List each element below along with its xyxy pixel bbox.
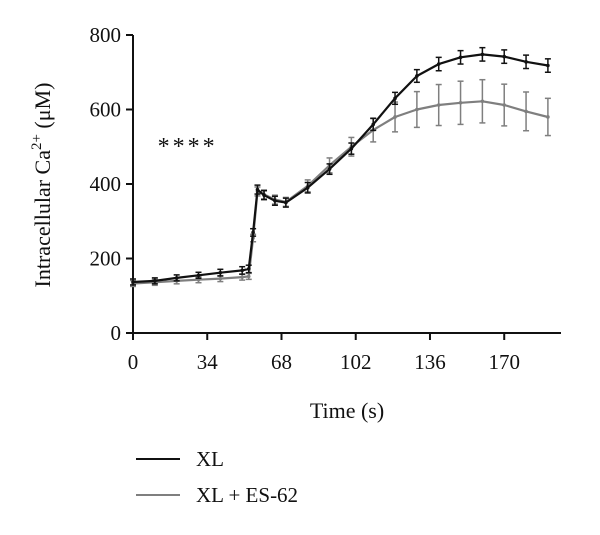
x-tick-label: 34: [197, 350, 219, 374]
series-line-xl-es62: [132, 100, 549, 285]
legend: XL XL + ES-62: [136, 447, 298, 507]
legend-label-xl: XL: [196, 447, 224, 471]
x-tick-label: 102: [340, 350, 372, 374]
significance-annotation: ****: [158, 134, 218, 160]
series-line-xl: [132, 53, 549, 284]
x-ticks: 0 34 68 102 136 170: [128, 333, 520, 374]
x-tick-label: 170: [488, 350, 520, 374]
x-tick-label: 136: [414, 350, 446, 374]
x-tick-label: 0: [128, 350, 139, 374]
y-tick-label: 800: [90, 23, 122, 47]
series-xl: [130, 46, 551, 286]
y-axis-title-unit: (μM): [30, 83, 55, 135]
y-ticks: 0 200 400 600 800: [90, 23, 133, 345]
y-axis-title: Intracellular Ca2+ (μM): [29, 83, 55, 288]
y-tick-label: 0: [111, 321, 122, 345]
x-axis-title: Time (s): [310, 398, 384, 423]
y-tick-label: 600: [90, 98, 122, 122]
series-layer: [130, 46, 551, 288]
legend-label-xl-es62: XL + ES-62: [196, 483, 298, 507]
x-tick-label: 68: [271, 350, 292, 374]
y-tick-label: 400: [90, 172, 122, 196]
series-xl-es62: [130, 78, 551, 288]
y-tick-label: 200: [90, 247, 122, 271]
y-axis-title-superscript: 2+: [29, 134, 45, 150]
y-axis-title-main: Intracellular Ca: [30, 150, 55, 288]
